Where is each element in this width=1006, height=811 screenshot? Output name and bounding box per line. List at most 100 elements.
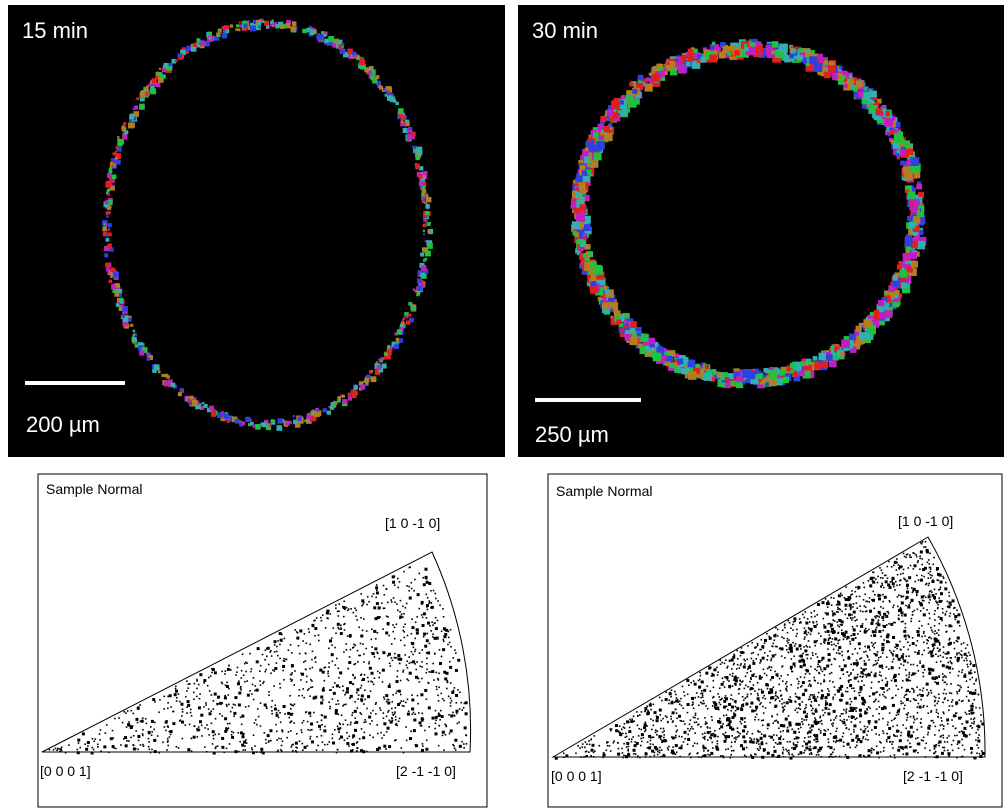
- dot: [425, 748, 428, 751]
- dot: [376, 368, 378, 370]
- dot: [875, 631, 877, 633]
- dot: [99, 733, 101, 735]
- dot: [316, 749, 318, 751]
- dot: [728, 52, 732, 56]
- dot: [759, 731, 761, 733]
- dot: [774, 706, 776, 708]
- dot: [704, 372, 712, 380]
- dot: [443, 749, 445, 751]
- dot: [103, 745, 106, 748]
- dot: [767, 728, 769, 730]
- dot: [968, 713, 970, 715]
- dot: [328, 648, 330, 650]
- dot: [615, 724, 618, 727]
- dot: [850, 643, 852, 645]
- dot: [850, 704, 852, 706]
- dot: [880, 606, 882, 608]
- dot: [392, 660, 394, 662]
- dot: [793, 742, 795, 744]
- dot: [810, 612, 812, 614]
- dot: [362, 736, 365, 739]
- dot: [898, 746, 900, 748]
- dot: [681, 745, 683, 747]
- dot: [928, 583, 930, 585]
- dot: [925, 756, 927, 758]
- dot: [785, 683, 787, 685]
- dot: [668, 699, 670, 701]
- dot: [431, 602, 433, 604]
- dot: [778, 684, 780, 686]
- dot: [932, 646, 934, 648]
- dot: [906, 581, 908, 583]
- dot: [133, 747, 136, 750]
- dot: [371, 720, 373, 722]
- dot: [112, 165, 114, 167]
- dot: [697, 724, 699, 726]
- dot: [761, 639, 763, 641]
- dot: [392, 581, 395, 584]
- dot: [937, 700, 939, 702]
- dot: [330, 689, 332, 691]
- dot: [406, 603, 408, 605]
- dot: [856, 717, 858, 719]
- dot: [289, 695, 291, 697]
- dot: [199, 698, 201, 700]
- dot: [324, 726, 326, 728]
- dot: [321, 735, 323, 737]
- dot: [291, 679, 293, 681]
- dot: [594, 750, 596, 752]
- dot: [779, 44, 787, 52]
- dot: [265, 739, 267, 741]
- dot: [411, 642, 413, 644]
- dot: [458, 722, 460, 724]
- dot: [907, 191, 915, 199]
- dot: [450, 729, 453, 732]
- dot: [620, 100, 624, 104]
- dot: [790, 627, 792, 629]
- dot: [683, 741, 685, 743]
- dot: [391, 718, 393, 720]
- dot: [966, 713, 968, 715]
- dot: [331, 644, 333, 646]
- dot: [154, 750, 157, 753]
- dot: [886, 739, 888, 741]
- dot: [588, 751, 590, 753]
- dot: [156, 368, 159, 371]
- dot: [57, 748, 59, 750]
- dot: [757, 645, 759, 647]
- dot: [940, 717, 942, 719]
- dot: [260, 725, 262, 727]
- dot: [619, 725, 621, 727]
- dot: [590, 286, 598, 294]
- dot: [240, 688, 242, 690]
- dot: [903, 646, 905, 648]
- dot: [818, 729, 820, 731]
- dot: [876, 615, 878, 617]
- dot: [942, 576, 944, 578]
- dot: [666, 362, 671, 367]
- dot: [308, 631, 310, 633]
- dot: [434, 732, 437, 735]
- dot: [646, 348, 650, 352]
- dot: [250, 26, 256, 32]
- dot: [447, 644, 449, 646]
- dot: [276, 712, 278, 714]
- dot: [275, 714, 278, 717]
- dot: [140, 721, 142, 723]
- dot: [903, 253, 911, 261]
- dot: [962, 669, 964, 671]
- dot: [823, 624, 825, 626]
- dot: [948, 666, 951, 669]
- dot: [798, 660, 801, 663]
- dot: [594, 266, 603, 275]
- dot: [671, 736, 673, 738]
- dot: [698, 696, 700, 698]
- dot: [460, 702, 462, 704]
- dot: [442, 731, 445, 734]
- dot: [352, 51, 356, 55]
- dot: [403, 700, 405, 702]
- dot: [201, 735, 203, 737]
- dot: [737, 677, 739, 679]
- dot: [290, 730, 292, 732]
- dot: [247, 694, 250, 697]
